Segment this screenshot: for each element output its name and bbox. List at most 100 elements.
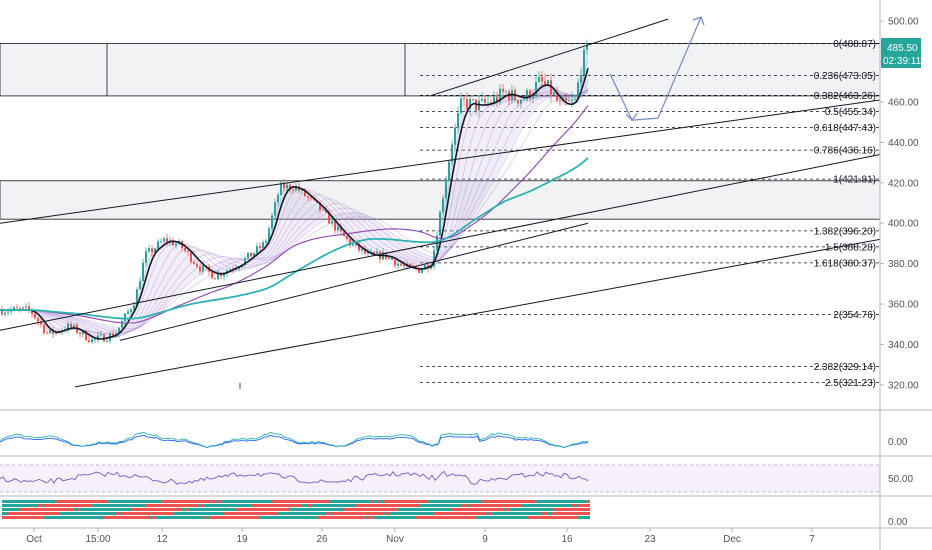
oscillator-pane[interactable]: 0.00	[0, 431, 908, 449]
heat-cell	[161, 508, 164, 511]
candle-body	[388, 257, 390, 259]
candle-body	[559, 100, 561, 102]
heat-cell	[149, 504, 152, 507]
heat-cell	[476, 504, 479, 507]
candle-body	[403, 265, 405, 267]
heat-cell	[5, 516, 8, 519]
heat-cell	[434, 500, 437, 503]
heat-cell	[236, 516, 239, 519]
main-price-pane[interactable]: 0(488.87) 0.236(473.05) 0.382(463.26) 0.5(4…	[0, 16, 880, 389]
heat-cell	[413, 516, 416, 519]
heat-bar-pane[interactable]: 0.00	[2, 500, 908, 528]
heat-cell	[407, 500, 410, 503]
heat-cell	[539, 500, 542, 503]
candle-body	[550, 80, 552, 95]
heat-cell	[395, 512, 398, 515]
heat-cell	[341, 512, 344, 515]
heat-cell	[152, 516, 155, 519]
candle-body	[538, 76, 540, 82]
fib-label: 0.382(463.26)	[814, 91, 876, 102]
candle-body	[469, 98, 471, 109]
time-axis[interactable]: Oct 15:00 12 19 26 Nov 9 16 23 Dec 7	[26, 528, 815, 545]
heat-cell	[80, 512, 83, 515]
heat-cell	[425, 512, 428, 515]
heat-cell	[185, 500, 188, 503]
heat-cell	[38, 504, 41, 507]
heat-cell	[245, 512, 248, 515]
heat-cell	[128, 504, 131, 507]
heat-cell	[71, 512, 74, 515]
candle-body	[472, 98, 474, 100]
heat-cell	[254, 500, 257, 503]
heat-cell	[98, 516, 101, 519]
heat-cell	[398, 504, 401, 507]
candle-body	[367, 252, 369, 254]
heat-cell	[215, 504, 218, 507]
heat-cell	[197, 504, 200, 507]
heat-cell	[149, 512, 152, 515]
heat-cell	[581, 516, 584, 519]
heat-cell	[230, 504, 233, 507]
heat-cell	[317, 504, 320, 507]
heat-cell	[515, 504, 518, 507]
heat-cell	[221, 516, 224, 519]
heat-cell	[35, 504, 38, 507]
heat-cell	[485, 516, 488, 519]
heat-cell	[32, 500, 35, 503]
fibonacci-labels: 0(488.87) 0.236(473.05) 0.382(463.26) 0.5(4…	[814, 39, 876, 389]
candle-body	[16, 307, 18, 309]
heat-cell	[272, 504, 275, 507]
price-tick-label: 420.00	[888, 178, 919, 189]
heat-cell	[134, 516, 137, 519]
heat-cell	[371, 516, 374, 519]
heat-cell	[134, 500, 137, 503]
heat-cell	[203, 508, 206, 511]
time-tick-label: 15:00	[85, 534, 110, 545]
heat-cell	[425, 504, 428, 507]
candle-body	[244, 258, 246, 265]
candle-body	[328, 212, 330, 224]
rsi-pane[interactable]: 50.00	[0, 464, 913, 493]
heat-cell	[158, 500, 161, 503]
heat-cell	[467, 508, 470, 511]
price-axis[interactable]: 500.00480.00460.00440.00420.00400.00380.…	[879, 0, 919, 550]
heat-cell	[182, 500, 185, 503]
heat-cell	[212, 508, 215, 511]
heat-cell	[128, 508, 131, 511]
heat-cell	[482, 512, 485, 515]
heat-cell	[194, 516, 197, 519]
heat-cell	[146, 500, 149, 503]
heat-cell	[509, 508, 512, 511]
heat-cell	[71, 508, 74, 511]
heat-cell	[572, 508, 575, 511]
heat-cell	[443, 512, 446, 515]
heat-cell	[497, 512, 500, 515]
heat-cell	[74, 516, 77, 519]
heat-cell	[95, 516, 98, 519]
heat-cell	[563, 516, 566, 519]
heat-cell	[293, 500, 296, 503]
heat-cell	[242, 504, 245, 507]
heat-cell	[14, 512, 17, 515]
heat-cell	[398, 500, 401, 503]
heat-cell	[113, 500, 116, 503]
candle-body	[274, 202, 276, 216]
heat-cell	[116, 516, 119, 519]
heat-cell	[209, 500, 212, 503]
heat-cell	[23, 508, 26, 511]
heat-cell	[77, 516, 80, 519]
heat-cell	[89, 508, 92, 511]
heat-cell	[185, 504, 188, 507]
candle-body	[193, 261, 195, 264]
heat-cell	[479, 504, 482, 507]
heat-cell	[332, 500, 335, 503]
heat-cell	[407, 516, 410, 519]
time-tick-label: 23	[644, 534, 656, 545]
heat-cell	[56, 516, 59, 519]
heat-cell	[374, 516, 377, 519]
oscillator-line	[0, 431, 589, 449]
heat-cell	[23, 504, 26, 507]
heat-cell	[155, 516, 158, 519]
heat-cell	[50, 512, 53, 515]
